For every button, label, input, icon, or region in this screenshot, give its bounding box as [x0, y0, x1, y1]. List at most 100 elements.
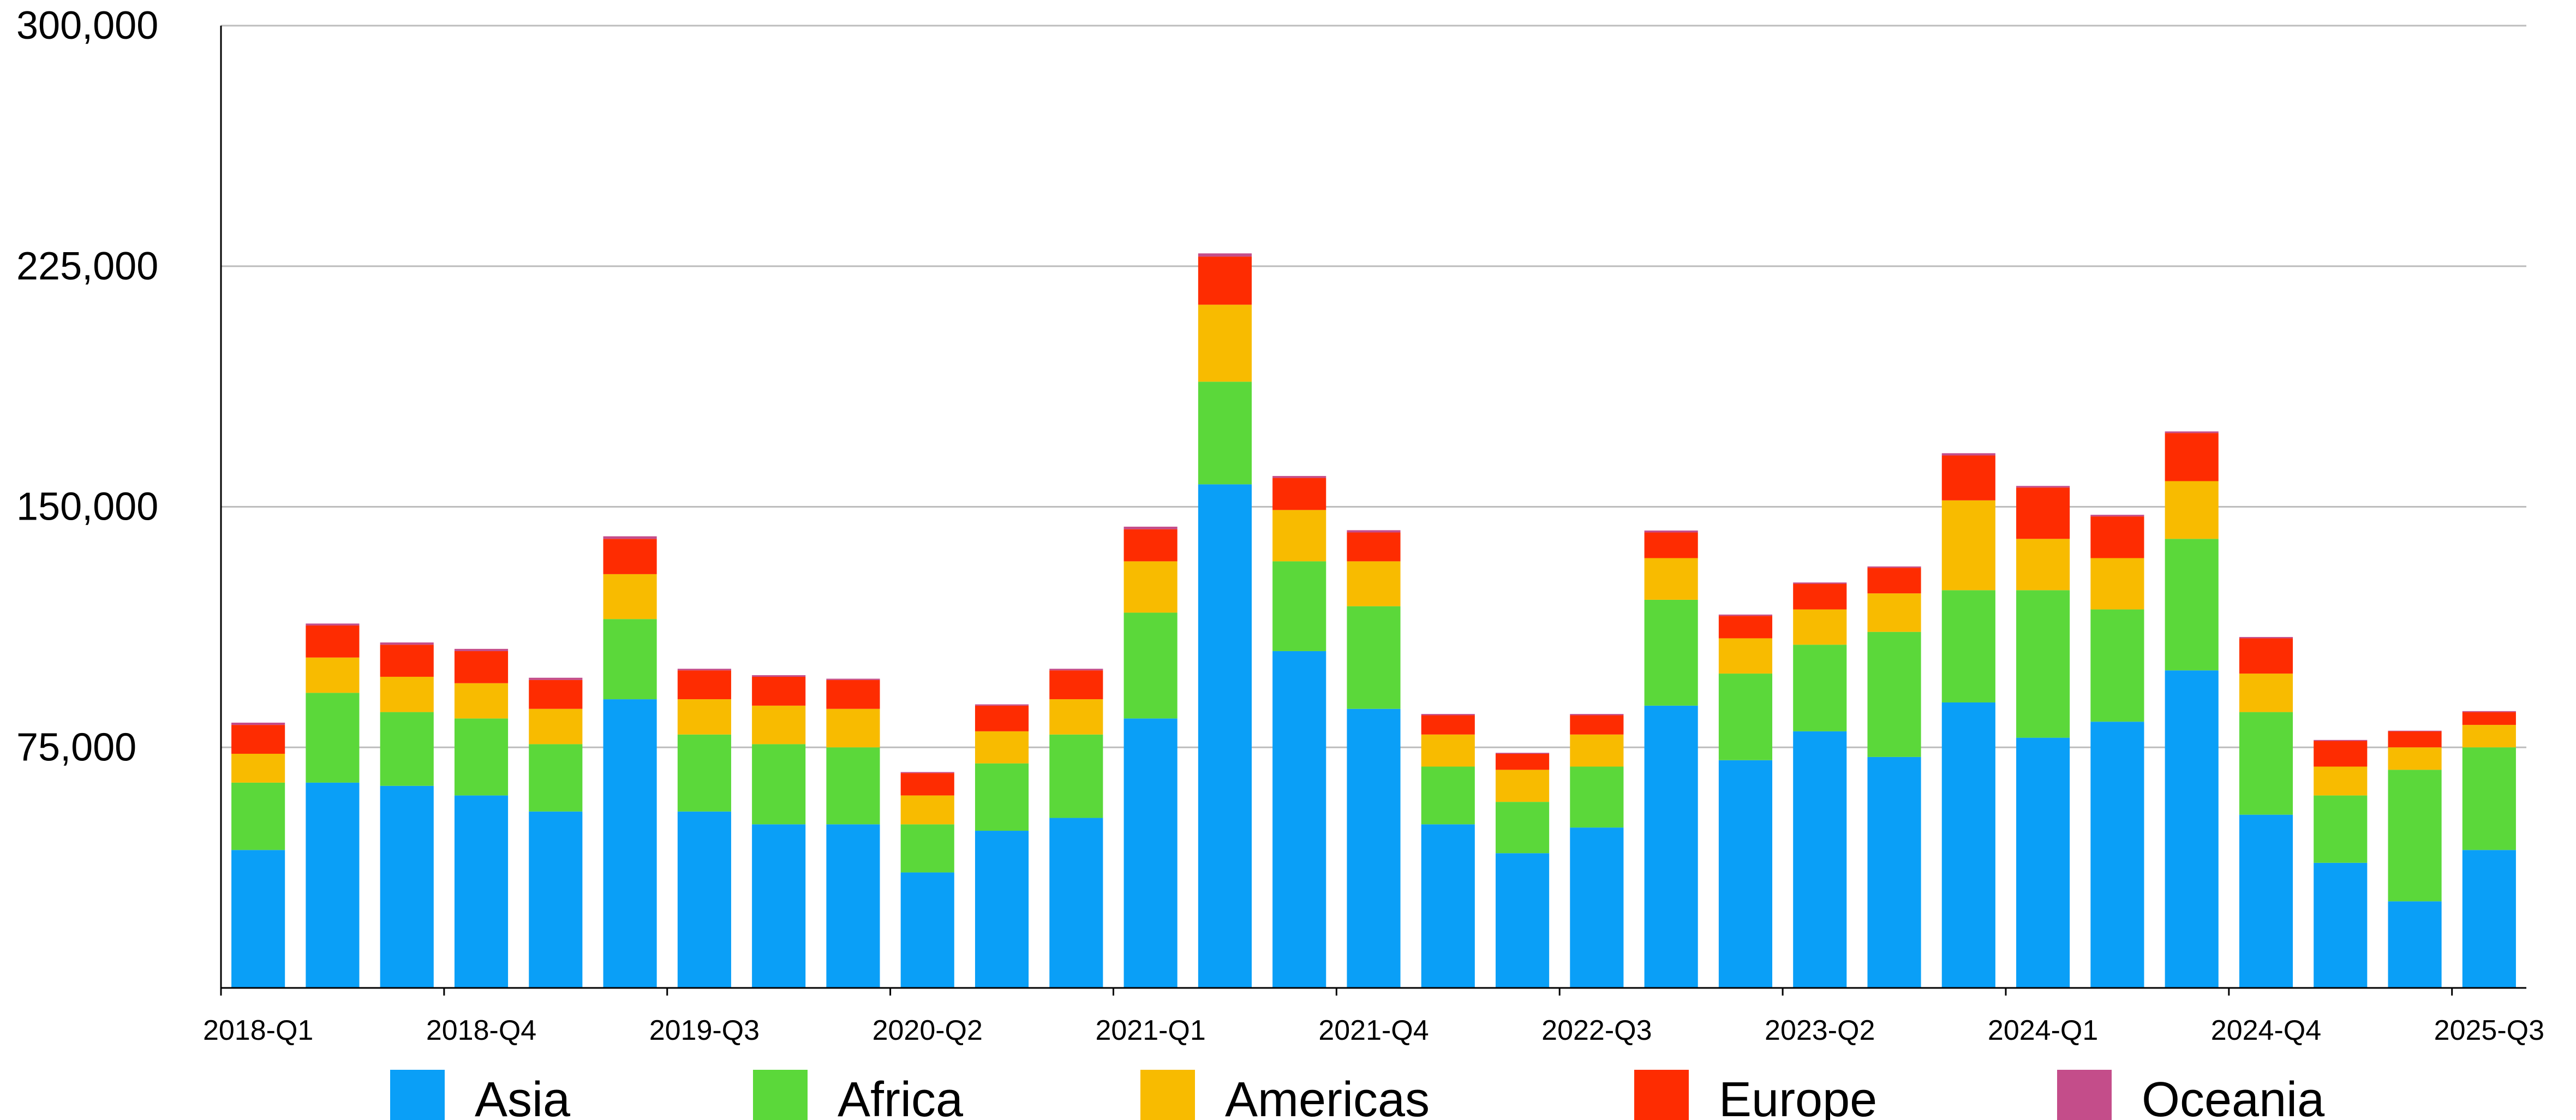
bar-europe-2023-q4: [1941, 455, 1995, 501]
bar-oceania-2022-q2: [1496, 753, 1550, 754]
bar-oceania-2020-q3: [975, 704, 1029, 706]
legend-swatch-africa: [753, 1070, 808, 1120]
bar-americas-2024-q3: [2165, 481, 2219, 539]
bar-americas-2019-q2: [603, 574, 657, 619]
bar-asia-2018-q3: [380, 785, 434, 988]
x-tick-label: 2021-Q1: [1095, 1015, 1205, 1046]
bar-europe-2019-q1: [529, 680, 583, 709]
bar-americas-2020-q4: [1049, 699, 1103, 735]
bar-asia-2024-q4: [2239, 814, 2293, 988]
bar-africa-2018-q1: [231, 782, 285, 850]
bar-oceania-2021-q1: [1123, 526, 1178, 529]
x-axis-tick-labels: 2018-Q1 2018-Q4 2019-Q3 2020-Q2 2021-Q1 2021-…: [203, 1015, 2544, 1046]
bar-asia-2024-q1: [2016, 737, 2070, 988]
bar-europe-2020-q4: [1049, 670, 1103, 700]
bar-europe-2019-q2: [603, 539, 657, 574]
x-tick-label: 2024-Q4: [2211, 1015, 2321, 1046]
bar-africa-2020-q1: [826, 747, 880, 825]
x-tick-label: 2020-Q2: [872, 1015, 983, 1046]
bar-americas-2025-q1: [2314, 766, 2368, 796]
bar-oceania-2023-q1: [1718, 614, 1773, 616]
bar-africa-2024-q3: [2165, 539, 2219, 671]
bar-asia-2023-q4: [1941, 702, 1995, 988]
x-tick-label: 2018-Q4: [426, 1015, 536, 1046]
bar-europe-2024-q4: [2239, 638, 2293, 674]
bar-europe-2025-q1: [2314, 741, 2368, 767]
bar-africa-2025-q1: [2314, 795, 2368, 863]
bar-europe-2020-q2: [900, 773, 954, 796]
bar-oceania-2020-q4: [1049, 669, 1103, 671]
bar-asia-2019-q1: [529, 811, 583, 988]
bar-asia-2021-q2: [1198, 484, 1252, 988]
bar-europe-2024-q1: [2016, 487, 2070, 539]
bar-africa-2022-q4: [1644, 599, 1698, 706]
bar-europe-2025-q2: [2388, 731, 2442, 748]
bar-europe-2022-q4: [1644, 532, 1698, 558]
bar-asia-2025-q1: [2314, 862, 2368, 988]
bar-americas-2025-q2: [2388, 747, 2442, 770]
bar-africa-2024-q2: [2090, 609, 2144, 722]
bar-americas-2024-q2: [2090, 558, 2144, 610]
bar-oceania-2019-q2: [603, 536, 657, 539]
legend-label-oceania: Oceania: [2142, 1073, 2325, 1120]
bar-americas-2023-q4: [1941, 500, 1995, 591]
bar-oceania-2018-q3: [380, 642, 434, 645]
bar-europe-2018-q1: [231, 725, 285, 754]
bar-europe-2024-q3: [2165, 433, 2219, 481]
bar-oceania-2021-q4: [1347, 530, 1401, 533]
bar-oceania-2022-q3: [1570, 714, 1624, 716]
bar-europe-2021-q3: [1272, 478, 1326, 510]
bar-africa-2022-q3: [1570, 766, 1624, 828]
bar-africa-2024-q4: [2239, 712, 2293, 815]
bar-oceania-2022-q1: [1421, 714, 1475, 716]
x-tick-label: 2024-Q1: [1988, 1015, 2098, 1046]
bar-americas-2023-q2: [1793, 609, 1847, 645]
bars: [231, 253, 2516, 988]
bar-africa-2018-q4: [454, 718, 509, 796]
y-tick-label: 75,000: [16, 725, 136, 769]
bar-africa-2025-q3: [2462, 747, 2516, 850]
bar-oceania-2018-q1: [231, 722, 285, 725]
bar-oceania-2024-q3: [2165, 431, 2219, 433]
bar-asia-2018-q1: [231, 850, 285, 988]
x-tick-label: 2021-Q4: [1318, 1015, 1429, 1046]
bar-europe-2019-q4: [752, 676, 806, 706]
bar-americas-2023-q1: [1718, 638, 1773, 674]
bar-americas-2020-q1: [826, 708, 880, 748]
bar-asia-2023-q2: [1793, 731, 1847, 988]
legend-label-europe: Europe: [1719, 1073, 1877, 1120]
bar-europe-2023-q2: [1793, 583, 1847, 610]
bar-americas-2018-q3: [380, 676, 434, 712]
bar-europe-2021-q4: [1347, 532, 1401, 562]
bar-oceania-2020-q2: [900, 772, 954, 773]
bar-europe-2021-q1: [1123, 529, 1178, 562]
bar-oceania-2018-q2: [306, 623, 360, 625]
bar-europe-2018-q3: [380, 645, 434, 677]
legend-swatch-asia: [390, 1070, 445, 1120]
bar-africa-2023-q1: [1718, 674, 1773, 760]
legend-label-asia: Asia: [475, 1073, 571, 1120]
legend: Asia Africa Americas Europe Oceania: [390, 1070, 2325, 1120]
legend-swatch-europe: [1634, 1070, 1689, 1120]
bar-africa-2021-q1: [1123, 612, 1178, 719]
bar-americas-2019-q1: [529, 708, 583, 744]
bar-asia-2020-q4: [1049, 818, 1103, 988]
bar-americas-2021-q1: [1123, 561, 1178, 613]
y-tick-label: 150,000: [16, 485, 158, 529]
bar-oceania-2019-q4: [752, 675, 806, 677]
bar-americas-2024-q4: [2239, 674, 2293, 712]
bar-asia-2021-q4: [1347, 708, 1401, 988]
bar-oceania-2023-q2: [1793, 582, 1847, 584]
bar-africa-2020-q2: [900, 824, 954, 873]
bar-africa-2022-q2: [1496, 802, 1550, 854]
bar-americas-2019-q3: [677, 699, 731, 735]
bar-africa-2019-q4: [752, 744, 806, 825]
bar-americas-2020-q3: [975, 731, 1029, 764]
bar-americas-2023-q3: [1867, 593, 1921, 632]
bar-africa-2024-q1: [2016, 590, 2070, 738]
x-tick-label: 2018-Q1: [203, 1015, 313, 1046]
y-tick-label: 225,000: [16, 245, 158, 288]
bar-europe-2023-q1: [1718, 616, 1773, 639]
bar-asia-2020-q3: [975, 831, 1029, 988]
